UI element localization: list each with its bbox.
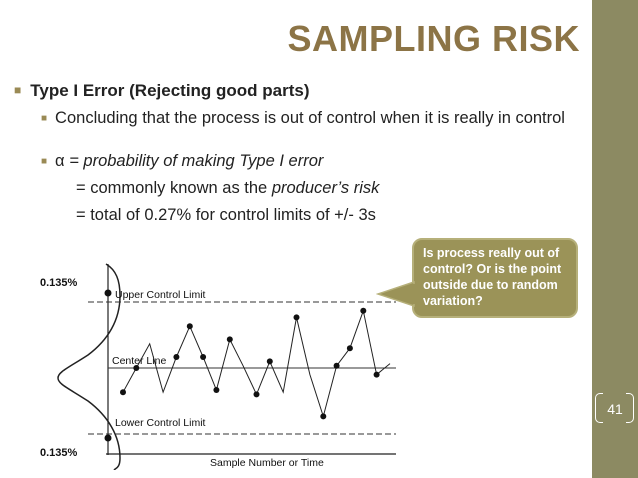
sample-points-group [120, 307, 380, 420]
sub-bullet-concluding-text: Concluding that the process is out of co… [55, 109, 565, 127]
sub-bullet-alpha: ■ α = probability of making Type I error [41, 151, 323, 174]
sample-point [253, 391, 260, 398]
square-bullet-icon: ■ [14, 83, 22, 97]
sample-point [346, 345, 353, 352]
sample-point [360, 307, 367, 314]
producers-risk-term: producer’s risk [271, 179, 380, 197]
page-number: 41 [607, 401, 623, 417]
right-sidebar-band [592, 0, 638, 478]
upper-control-limit-label: Upper Control Limit [115, 289, 206, 301]
sample-point [373, 371, 380, 378]
lower-control-limit-label: Lower Control Limit [115, 417, 206, 429]
normal-distribution-curve [57, 263, 121, 470]
square-bullet-icon: ■ [41, 156, 48, 167]
control-chart: 0.135% 0.135% Upper Control Limit Center… [40, 263, 396, 470]
sample-point [226, 336, 233, 343]
page-number-right-bracket [626, 393, 634, 423]
square-bullet-icon: ■ [41, 113, 48, 124]
sample-point [320, 413, 327, 420]
x-axis-label: Sample Number or Time [210, 457, 324, 469]
upper-tail-marker [104, 289, 112, 297]
sub-bullet-concluding: ■ Concluding that the process is out of c… [41, 108, 581, 131]
sample-point [213, 387, 220, 393]
producers-risk-line: = commonly known as the producer’s risk [76, 178, 379, 198]
producers-risk-prefix: = commonly known as the [76, 179, 272, 197]
sample-point [186, 323, 193, 330]
sample-point [293, 314, 300, 321]
alpha-symbol: α [55, 152, 65, 170]
sample-point [173, 354, 180, 360]
bullet-type-one-error: ■ Type I Error (Rejecting good parts) [14, 81, 310, 102]
callout-pointer [376, 280, 416, 308]
callout-bubble: Is process really out of control? Or is … [412, 238, 578, 318]
total-percent-line: = total of 0.27% for control limits of +… [76, 206, 376, 224]
sample-point [200, 354, 207, 360]
bullet-type-one-error-text: Type I Error (Rejecting good parts) [30, 81, 310, 100]
sample-point [333, 362, 340, 369]
sample-point [133, 365, 140, 371]
slide-title: SAMPLING RISK [287, 18, 580, 59]
center-line-label: Center Line [112, 355, 166, 367]
sample-point [120, 389, 126, 396]
lower-tail-marker [104, 434, 112, 442]
alpha-definition: = probability of making Type I error [69, 152, 324, 170]
upper-tail-percent-label: 0.135% [40, 277, 78, 289]
lower-tail-percent-label: 0.135% [40, 447, 78, 459]
sample-point [266, 358, 273, 365]
callout-text: Is process really out of control? Or is … [423, 246, 562, 308]
page-number-left-bracket [595, 393, 603, 423]
